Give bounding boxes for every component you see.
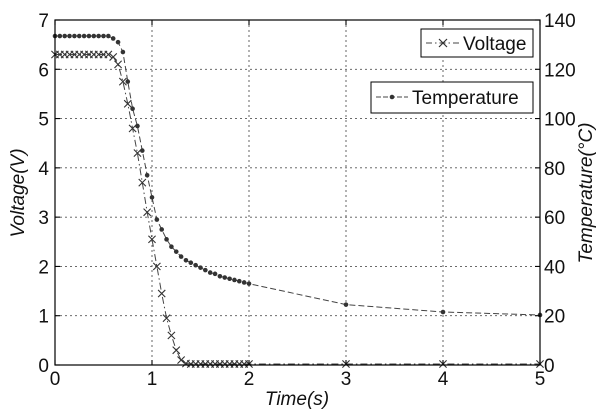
y-right-tick-label: 60 bbox=[544, 208, 565, 229]
temperature-point bbox=[222, 275, 228, 280]
voltage-point bbox=[138, 178, 147, 187]
temperature-point bbox=[81, 33, 87, 39]
temperature-point bbox=[130, 106, 135, 112]
series-layer bbox=[51, 33, 544, 369]
y-right-tick-label: 40 bbox=[544, 257, 565, 278]
voltage-point bbox=[118, 77, 127, 86]
legend-temperature: Temperature bbox=[370, 81, 534, 114]
x-axis-label: Time(s) bbox=[265, 389, 329, 410]
y-left-tick-label: 2 bbox=[38, 257, 49, 278]
temperature-point bbox=[241, 280, 247, 285]
temperature-point bbox=[144, 172, 150, 178]
temperature-point bbox=[72, 33, 77, 39]
temperature-point bbox=[203, 267, 208, 273]
temperature-point bbox=[217, 273, 223, 279]
temperature-point bbox=[164, 237, 169, 242]
y-right-tick-label: 20 bbox=[544, 307, 565, 328]
legend-voltage-label: Voltage bbox=[463, 34, 526, 55]
y-axis-right-label: Temperature(°C) bbox=[576, 123, 597, 264]
temperature-point bbox=[110, 36, 116, 41]
voltage-point bbox=[133, 149, 142, 158]
voltage-point bbox=[177, 356, 186, 365]
temperature-point bbox=[193, 262, 198, 268]
voltage-point bbox=[104, 50, 113, 59]
x-tick-label: 5 bbox=[535, 369, 546, 390]
temperature-point bbox=[237, 278, 242, 284]
temperature-point bbox=[246, 281, 252, 286]
temperature-point bbox=[96, 33, 101, 39]
temperature-point bbox=[232, 277, 237, 283]
y-right-tick-label: 120 bbox=[544, 60, 576, 81]
temperature-point bbox=[159, 227, 164, 232]
legend-voltage: Voltage bbox=[420, 28, 534, 58]
temperature-point bbox=[135, 123, 140, 129]
x-tick-label: 1 bbox=[147, 369, 158, 390]
temperature-point bbox=[440, 309, 446, 315]
temperature-point bbox=[120, 49, 126, 55]
voltage-point bbox=[172, 346, 181, 355]
voltage-point bbox=[148, 235, 156, 244]
voltage-point bbox=[123, 99, 132, 108]
y-right-tick-label: 80 bbox=[544, 159, 565, 180]
y-left-tick-label: 1 bbox=[38, 307, 49, 328]
temperature-point bbox=[67, 33, 72, 39]
temperature-point bbox=[212, 271, 218, 277]
y-left-tick-label: 6 bbox=[38, 60, 49, 81]
y-left-tick-label: 0 bbox=[38, 356, 49, 377]
temperature-point bbox=[207, 270, 213, 275]
voltage-point bbox=[157, 289, 166, 298]
legend-voltage-marker bbox=[438, 38, 448, 48]
temperature-point bbox=[101, 33, 106, 39]
temperature-point bbox=[183, 257, 189, 263]
temperature-point bbox=[149, 195, 155, 200]
y-right-tick-label: 140 bbox=[544, 11, 576, 32]
y-left-tick-label: 3 bbox=[38, 208, 49, 229]
voltage-point bbox=[167, 331, 176, 340]
y-axis-left-label: Voltage(V) bbox=[8, 148, 29, 237]
voltage-point bbox=[152, 262, 161, 271]
x-tick-label: 4 bbox=[438, 369, 449, 390]
temperature-point bbox=[343, 302, 349, 307]
legend-temperature-marker bbox=[389, 94, 395, 100]
temperature-point bbox=[140, 148, 145, 153]
legend-temperature-label: Temperature bbox=[412, 88, 519, 109]
temperature-point bbox=[178, 254, 184, 259]
temperature-point bbox=[115, 39, 121, 45]
x-tick-label: 0 bbox=[50, 369, 61, 390]
x-tick-label: 2 bbox=[244, 369, 255, 390]
y-left-tick-label: 5 bbox=[38, 110, 49, 131]
y-left-tick-label: 4 bbox=[38, 159, 49, 180]
temperature-point bbox=[62, 33, 67, 39]
temperature-point bbox=[173, 249, 179, 254]
voltage-point bbox=[162, 314, 171, 323]
y-left-tick-label: 7 bbox=[38, 11, 49, 32]
temperature-point bbox=[125, 79, 131, 84]
y-right-tick-label: 100 bbox=[544, 110, 576, 131]
grid-layer bbox=[55, 20, 540, 365]
voltage-point bbox=[143, 208, 152, 217]
voltage-point bbox=[114, 60, 123, 69]
temperature-point bbox=[57, 33, 63, 39]
temperature-point bbox=[106, 33, 111, 39]
x-tick-label: 3 bbox=[341, 369, 352, 390]
temperature-point bbox=[188, 260, 194, 266]
voltage-point bbox=[109, 52, 118, 61]
temperature-point bbox=[154, 217, 160, 222]
temperature-point bbox=[169, 244, 174, 250]
temperature-point bbox=[198, 265, 203, 270]
temperature-point bbox=[227, 276, 232, 282]
voltage-point bbox=[128, 124, 137, 133]
temperature-point bbox=[76, 33, 82, 39]
y-right-tick-label: 0 bbox=[544, 356, 555, 377]
temperature-point bbox=[86, 33, 92, 39]
temperature-point bbox=[91, 33, 97, 39]
plot-frame bbox=[54, 19, 541, 366]
